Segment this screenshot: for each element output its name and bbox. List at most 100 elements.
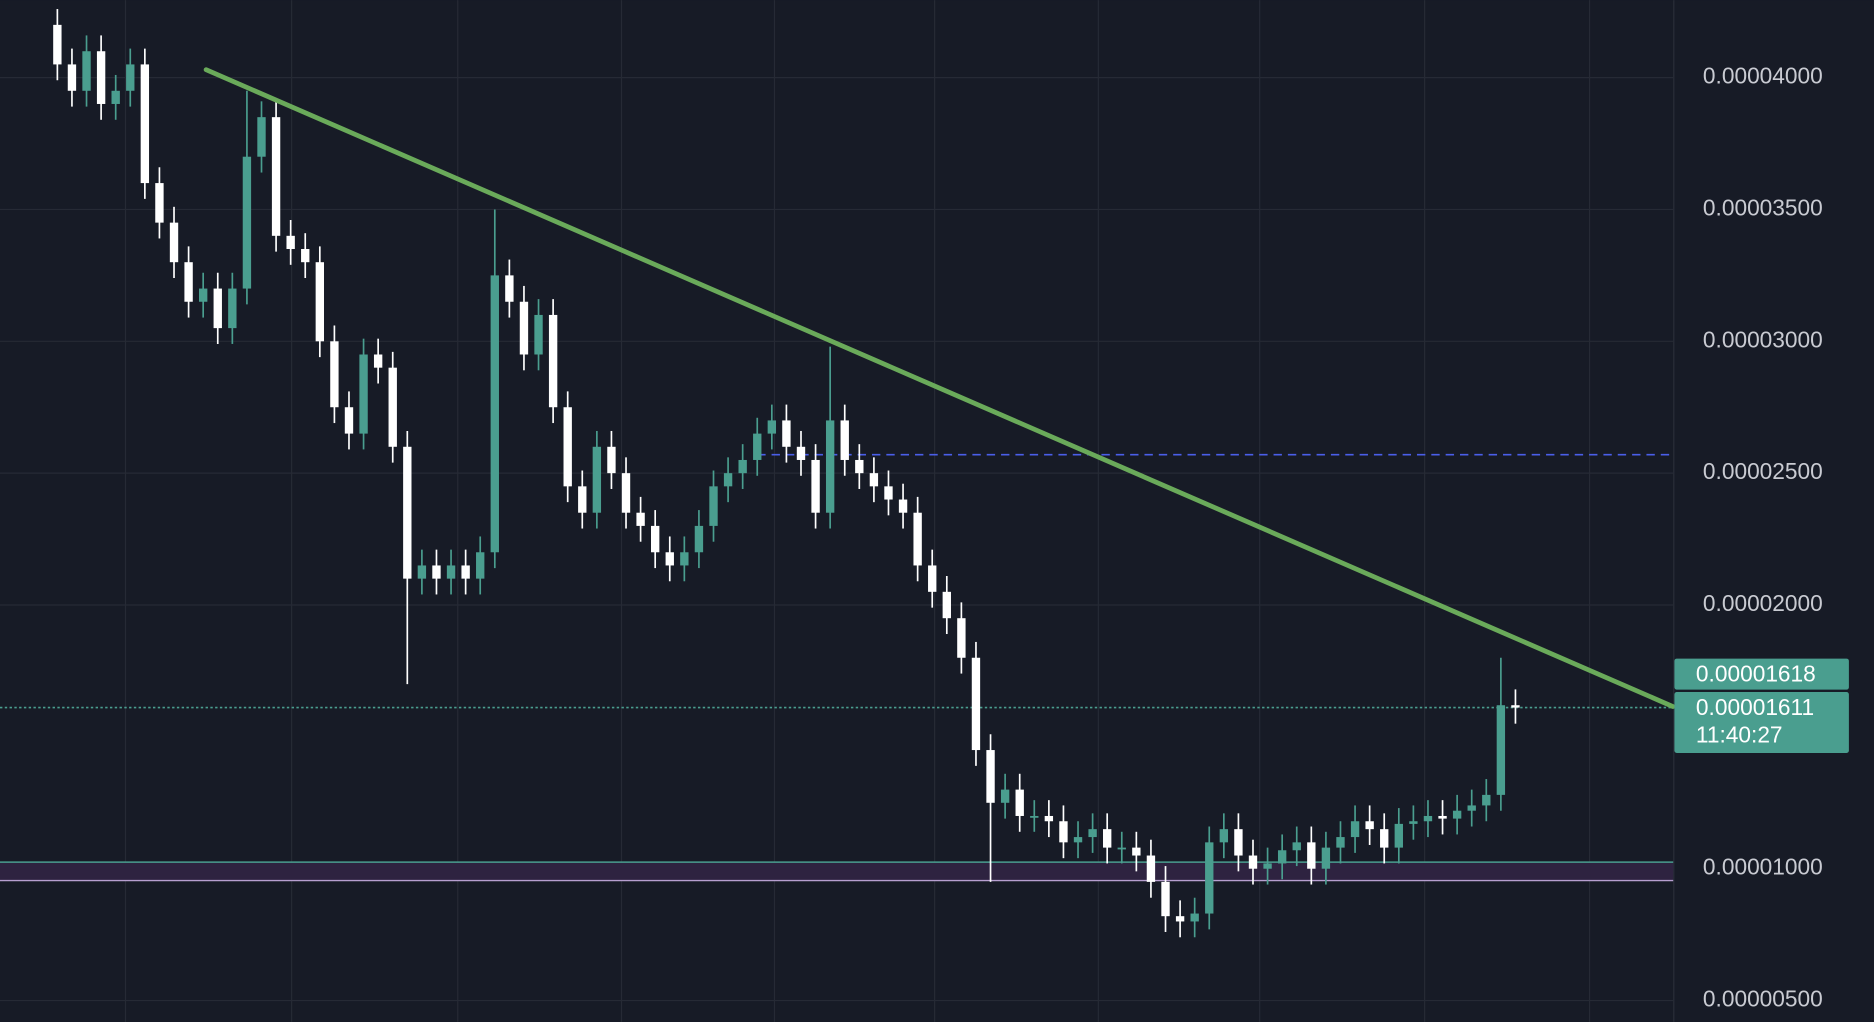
candle-body — [96, 51, 106, 104]
candle-body — [986, 750, 995, 803]
y-tick-label: 0.00001000 — [1703, 854, 1823, 880]
candle-body — [1146, 855, 1156, 882]
candle-body — [825, 420, 835, 513]
candle-body — [1365, 821, 1374, 830]
candle-body — [913, 512, 922, 566]
candle-body — [621, 473, 631, 513]
candle-body — [548, 314, 558, 408]
candle-body — [563, 407, 572, 487]
time-grid — [124, 0, 1591, 1022]
candle-body — [534, 314, 543, 355]
candle-body — [869, 473, 879, 487]
candle-body — [1219, 829, 1229, 843]
candle-body — [1482, 794, 1491, 806]
support-zone — [0, 862, 1674, 881]
candle-body — [767, 420, 777, 434]
candle-body — [432, 565, 441, 579]
y-tick-label: 0.00002000 — [1703, 590, 1823, 616]
candle-body — [650, 525, 660, 553]
candle-body — [1409, 821, 1418, 824]
candle-body — [388, 367, 397, 447]
candle-body — [461, 565, 470, 579]
candle-body — [1292, 842, 1301, 851]
candle-body — [1438, 815, 1447, 819]
candle-body — [1307, 842, 1316, 869]
candle-body — [607, 446, 616, 474]
candle-body — [359, 354, 368, 434]
price-tag-current-label: 0.00001611 — [1696, 694, 1814, 720]
candle-body — [257, 117, 266, 157]
candle-body — [855, 459, 864, 474]
candle-body — [1088, 829, 1097, 838]
candle-body — [840, 420, 849, 460]
candle-body — [1117, 847, 1126, 850]
y-tick-label: 0.00003000 — [1703, 326, 1823, 352]
candle-body — [315, 262, 325, 342]
candle-body — [373, 354, 383, 368]
candle-body — [1073, 837, 1083, 843]
candle-body — [723, 473, 733, 487]
candle-body — [1161, 881, 1170, 917]
candle-body — [519, 301, 529, 355]
y-tick-label: 0.00003500 — [1703, 194, 1823, 220]
candle-body — [971, 657, 981, 751]
candle-body — [301, 249, 310, 263]
candle-body — [1000, 789, 1010, 803]
candle-body — [1423, 815, 1433, 822]
candle-body — [140, 64, 150, 184]
candle-body — [198, 288, 208, 302]
candle-body — [957, 618, 966, 658]
candle-body — [665, 552, 674, 566]
candle-body — [53, 24, 62, 65]
candle-body — [1234, 829, 1243, 856]
candle-body — [1263, 863, 1272, 869]
y-tick-label: 0.00002500 — [1703, 458, 1823, 484]
y-tick-label: 0.00000500 — [1703, 986, 1823, 1012]
candle-body — [884, 486, 893, 500]
candle-body — [592, 446, 602, 513]
candle-body — [898, 499, 908, 513]
candle-body — [1059, 821, 1068, 843]
price-tag-high — [1674, 658, 1849, 690]
trendline — [203, 67, 1676, 709]
candle-body — [1452, 810, 1462, 819]
candle-body — [1380, 829, 1389, 848]
candle-body — [1103, 829, 1112, 848]
candle-body — [1496, 705, 1506, 795]
price-tag-current — [1674, 692, 1849, 754]
candle-body — [1321, 847, 1331, 869]
candle-body — [782, 420, 791, 447]
candle-body — [1467, 805, 1476, 811]
candle-body — [811, 459, 820, 513]
candle-body — [1350, 821, 1360, 838]
candle-body — [330, 341, 339, 408]
candle-body — [796, 446, 806, 460]
candle-body — [578, 486, 587, 513]
candle-body — [490, 275, 499, 553]
candle-body — [1015, 789, 1024, 816]
candle-body — [1394, 823, 1403, 848]
candle-body — [67, 64, 77, 91]
candle-body — [271, 117, 281, 236]
candle-body — [1190, 913, 1199, 922]
candle-body — [126, 64, 135, 91]
candle-body — [1277, 850, 1287, 864]
candle-body — [1205, 842, 1214, 914]
candle-body — [1511, 705, 1520, 708]
price-tag-high-label: 0.00001618 — [1696, 660, 1816, 686]
candle-body — [82, 51, 91, 91]
candle-body — [403, 446, 412, 579]
candle-body — [928, 565, 937, 592]
candle-body — [1132, 847, 1141, 856]
candle-body — [286, 235, 295, 250]
candle-body — [155, 183, 164, 223]
candle-body — [476, 552, 485, 579]
candle-body — [738, 459, 747, 474]
candle-body — [680, 552, 689, 566]
candle-body — [709, 486, 718, 526]
candle-body — [184, 262, 193, 302]
candle-body — [1030, 815, 1039, 818]
